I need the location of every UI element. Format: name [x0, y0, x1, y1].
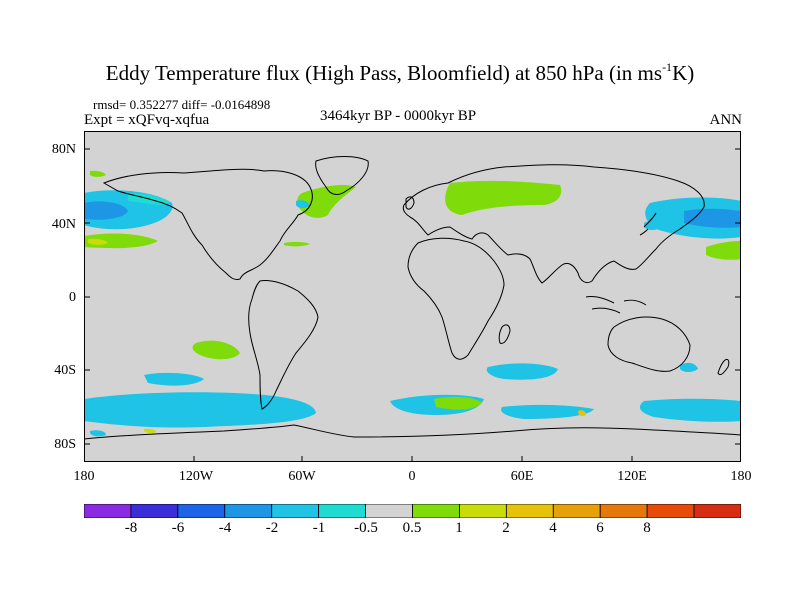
- colorbar-swatch: [412, 504, 460, 518]
- colorbar-swatch: [318, 504, 366, 518]
- colorbar-label: 2: [502, 520, 510, 536]
- colorbar-swatch: [365, 504, 413, 518]
- coast-antarctica: [84, 424, 741, 440]
- lat-label-0: 0: [69, 290, 76, 305]
- anomaly-so-cyan-west: [84, 392, 316, 428]
- lon-label-180w: 180: [73, 469, 95, 484]
- anomaly-saus-cyan: [680, 362, 698, 372]
- colorbar-label: 4: [549, 520, 557, 536]
- experiment-text: Expt = xQFvq-xqfua: [84, 112, 210, 128]
- colorbar: [84, 504, 741, 518]
- lon-label-180e: 180: [730, 469, 752, 484]
- anomaly-so-cyan-east: [501, 404, 594, 419]
- anomaly-satl-green: [192, 340, 240, 360]
- stats-text: rmsd= 0.352277 diff= -0.0164898: [93, 97, 271, 112]
- lat-label-40s: 40S: [54, 363, 76, 378]
- lon-label-60w: 60W: [288, 469, 316, 484]
- lon-label-120e: 120E: [617, 469, 647, 484]
- anomaly-natl-cyan: [296, 200, 310, 208]
- anomaly-npac-east-green: [706, 241, 741, 260]
- coast-south-america: [248, 280, 319, 410]
- anomaly-so-yellow-small: [144, 428, 156, 434]
- colorbar-label: -1: [312, 520, 326, 536]
- anomaly-fields: [84, 170, 741, 437]
- colorbar-label: -4: [218, 520, 232, 536]
- anomaly-japan-cyan: [644, 220, 662, 230]
- colorbar-swatch: [459, 504, 507, 518]
- colorbar-swatch: [224, 504, 273, 518]
- world-map: [84, 131, 741, 462]
- coast-new-zealand: [717, 358, 730, 376]
- plot-title: Eddy Temperature flux (High Pass, Bloomf…: [105, 60, 695, 85]
- anomaly-so-green-center: [434, 396, 482, 410]
- coast-japan: [639, 212, 657, 236]
- colorbar-swatch: [505, 504, 554, 518]
- anomaly-npac-west-blue: [84, 201, 128, 220]
- anomaly-so-cyan-far-east: [639, 398, 741, 422]
- map-ticks: [84, 148, 741, 462]
- coast-africa: [407, 237, 505, 360]
- colorbar-label: 0.5: [402, 520, 422, 536]
- anomaly-eurasia-green: [445, 180, 562, 215]
- colorbar-swatch: [693, 504, 741, 518]
- lon-label-60e: 60E: [510, 469, 534, 484]
- colorbar-label: 6: [596, 520, 604, 536]
- anomaly-sind-cyan: [486, 363, 558, 380]
- colorbar-label: 8: [643, 520, 651, 536]
- coast-indonesia: [585, 296, 647, 314]
- coast-australia: [607, 316, 691, 372]
- lat-label-80s: 80S: [54, 437, 76, 452]
- lon-label-120w: 120W: [178, 469, 214, 484]
- colorbar-swatch: [177, 504, 226, 518]
- period-text: 3464kyr BP - 0000kyr BP: [320, 108, 477, 124]
- coast-madagascar: [498, 324, 511, 344]
- coast-north-america: [102, 168, 313, 280]
- colorbar-label: -2: [265, 520, 279, 536]
- colorbar-label: 1: [455, 520, 463, 536]
- lat-label-40n: 40N: [51, 217, 76, 232]
- colorbar-label: -8: [124, 520, 138, 536]
- coastlines: [84, 156, 741, 440]
- coast-greenland: [315, 156, 369, 195]
- anomaly-npac-west-yellow: [88, 238, 108, 245]
- anomaly-arctic-green: [90, 170, 106, 177]
- anomaly-npac-east-blue: [684, 208, 741, 228]
- lon-label-0: 0: [408, 469, 416, 484]
- anomaly-so-cyan-small: [90, 430, 106, 437]
- colorbar-label: -6: [171, 520, 185, 536]
- anomaly-so-cyan-patch: [144, 372, 204, 386]
- lat-label-80n: 80N: [51, 142, 76, 157]
- colorbar-swatch: [552, 504, 601, 518]
- colorbar-swatch: [599, 504, 648, 518]
- colorbar-label: -0.5: [354, 520, 378, 536]
- colorbar-swatch: [271, 504, 320, 518]
- coast-eurasia: [402, 164, 705, 284]
- anomaly-natl-small-green: [284, 241, 310, 247]
- colorbar-swatch: [646, 504, 695, 518]
- colorbar-swatch: [84, 504, 132, 518]
- anomaly-so-orange-dot: [578, 410, 586, 416]
- coast-uk: [405, 196, 415, 210]
- season-text: ANN: [709, 112, 743, 128]
- colorbar-swatch: [130, 504, 179, 518]
